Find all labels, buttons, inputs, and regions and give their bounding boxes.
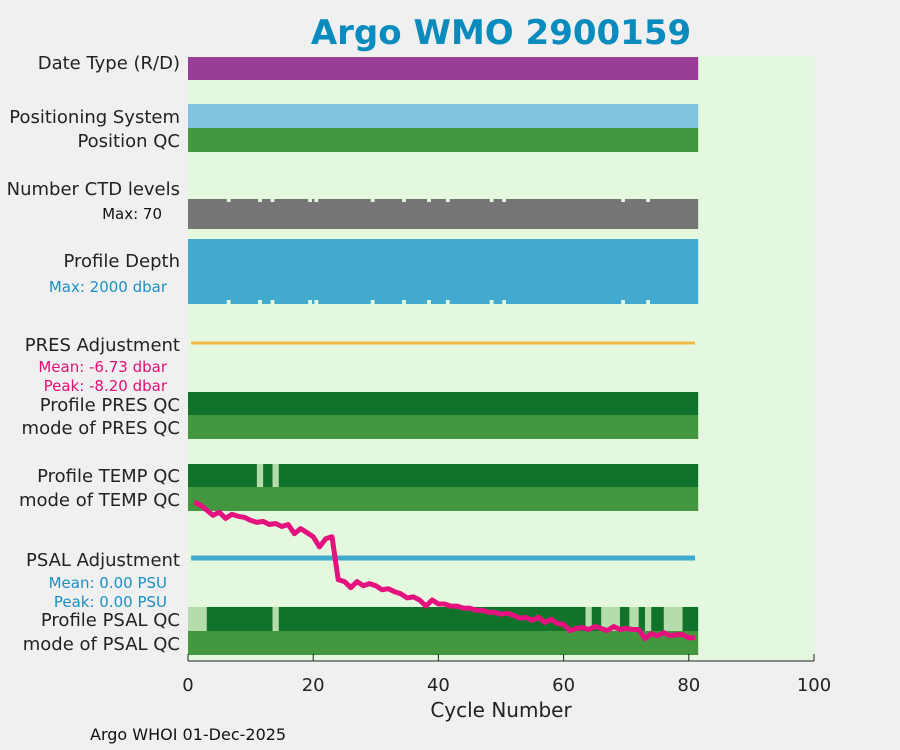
x-tick-label: 100 — [797, 675, 831, 696]
label-profile-psal-qc: Profile PSAL QC — [41, 610, 180, 631]
psal-qc-pale-4 — [629, 607, 639, 631]
chart-title: Argo WMO 2900159 — [311, 13, 691, 53]
label-psal-adjustment: PSAL Adjustment — [26, 550, 180, 571]
temp-qc-pale-1 — [272, 464, 279, 487]
label-psal-peak: Peak: 0.00 PSU — [54, 593, 167, 611]
depth-notch-4 — [314, 300, 319, 304]
bar-mode-psal-qc — [188, 631, 699, 655]
bar-mode-temp-qc — [188, 487, 699, 511]
label-depth-max: Max: 2000 dbar — [49, 278, 168, 296]
ctd-gap-2 — [270, 199, 275, 202]
x-tick-label: 60 — [552, 675, 575, 696]
depth-notch-0 — [226, 300, 231, 304]
footer-credit: Argo WHOI 01-Dec-2025 — [90, 725, 287, 744]
ctd-gap-11 — [621, 199, 625, 202]
label-pres-mean: Mean: -6.73 dbar — [38, 358, 168, 376]
ctd-gap-8 — [445, 199, 450, 202]
label-date-type: Date Type (R/D) — [38, 53, 180, 74]
label-mode-psal-qc: mode of PSAL QC — [23, 634, 180, 655]
row-labels: Date Type (R/D) Positioning System Posit… — [7, 53, 180, 655]
bar-mode-pres-qc — [188, 415, 699, 439]
bar-ctd-levels — [188, 199, 699, 229]
x-tick-label: 80 — [677, 675, 700, 696]
depth-notch-6 — [402, 300, 406, 304]
label-psal-mean: Mean: 0.00 PSU — [49, 574, 167, 592]
ctd-gap-7 — [427, 199, 431, 202]
depth-notch-10 — [502, 300, 507, 304]
psal-qc-pale-1 — [272, 607, 279, 631]
x-axis-ticks: 0 20 40 60 80 100 — [182, 654, 831, 696]
label-ctd-levels: Number CTD levels — [7, 179, 180, 200]
label-profile-pres-qc: Profile PRES QC — [40, 395, 180, 416]
x-tick-label: 0 — [182, 675, 193, 696]
label-ctd-max: Max: 70 — [102, 205, 162, 223]
psal-qc-pale-2 — [585, 607, 592, 631]
depth-notch-5 — [370, 300, 375, 304]
label-position-qc: Position QC — [77, 131, 180, 152]
bar-profile-temp-qc — [188, 464, 699, 487]
label-profile-temp-qc: Profile TEMP QC — [37, 466, 180, 487]
label-pres-adjustment: PRES Adjustment — [25, 335, 180, 356]
data-marks — [188, 57, 699, 655]
x-tick-label: 20 — [302, 675, 325, 696]
x-tick-label: 40 — [427, 675, 450, 696]
label-positioning-system: Positioning System — [9, 107, 180, 128]
depth-notch-12 — [646, 300, 650, 304]
label-mode-pres-qc: mode of PRES QC — [22, 418, 180, 439]
bar-position-qc — [188, 128, 699, 152]
psal-qc-pale-0 — [188, 607, 207, 631]
label-mode-temp-qc: mode of TEMP QC — [19, 490, 180, 511]
ctd-gap-10 — [502, 199, 507, 202]
ctd-gap-1 — [258, 199, 262, 202]
depth-notch-8 — [445, 300, 450, 304]
x-axis-label: Cycle Number — [430, 698, 572, 722]
depth-notch-3 — [308, 300, 312, 304]
depth-notch-7 — [427, 300, 431, 304]
ctd-gap-4 — [314, 199, 319, 202]
depth-notch-1 — [258, 300, 262, 304]
ctd-gap-6 — [402, 199, 406, 202]
ctd-gap-12 — [646, 199, 650, 202]
ctd-gap-5 — [370, 199, 375, 202]
bar-positioning-system — [188, 104, 699, 128]
label-profile-depth: Profile Depth — [63, 251, 180, 272]
bar-profile-depth — [188, 239, 699, 304]
ctd-gap-0 — [226, 199, 231, 202]
depth-notch-2 — [270, 300, 275, 304]
bar-profile-pres-qc — [188, 392, 699, 415]
psal-qc-pale-5 — [644, 607, 652, 631]
ctd-gap-9 — [489, 199, 494, 202]
depth-notch-9 — [489, 300, 494, 304]
label-pres-peak: Peak: -8.20 dbar — [44, 377, 168, 395]
bar-date-type — [188, 57, 699, 80]
temp-qc-pale-0 — [256, 464, 264, 487]
depth-notch-11 — [621, 300, 625, 304]
ctd-gap-3 — [308, 199, 312, 202]
psal-adjustment-trace — [193, 499, 696, 642]
psal-qc-pale-6 — [663, 607, 683, 631]
